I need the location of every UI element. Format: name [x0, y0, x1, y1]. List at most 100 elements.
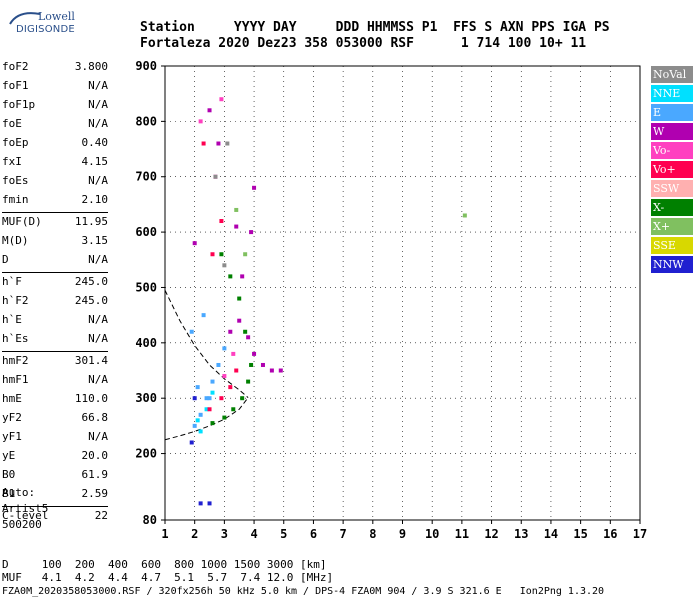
point-x	[249, 362, 254, 367]
param-row: fxI 4.15	[2, 155, 108, 174]
point-nnw	[189, 440, 194, 445]
param-separator	[2, 506, 108, 507]
point-w	[252, 185, 257, 190]
muf-row: MUF 4.1 4.2 4.4 4.7 5.1 5.7 7.4 12.0 [MH…	[2, 571, 334, 584]
point-vo	[231, 351, 236, 356]
point-e	[204, 396, 209, 401]
param-value: N/A	[88, 332, 108, 345]
x-tick-label: 5	[280, 527, 287, 541]
point-e	[189, 329, 194, 334]
auto-scaling-info: Auto: Artist5 500200	[2, 485, 48, 533]
point-e	[210, 379, 215, 384]
param-value: 4.15	[81, 155, 109, 168]
param-key: D	[2, 253, 9, 266]
param-row: hmE 110.0	[2, 392, 108, 411]
point-e	[192, 423, 197, 428]
point-w	[252, 351, 257, 356]
param-key: MUF(D)	[2, 215, 42, 228]
point-w	[240, 274, 245, 279]
param-row: B0 61.9	[2, 468, 108, 487]
point-x	[219, 252, 224, 257]
distance-row: D 100 200 400 600 800 1000 1500 3000 [km…	[2, 558, 327, 571]
point-x	[228, 274, 233, 279]
header-values: Fortaleza 2020 Dez23 358 053000 RSF 1 71…	[140, 36, 587, 51]
y-tick-label: 700	[135, 170, 157, 184]
param-value: 66.8	[81, 411, 109, 424]
y-tick-label: 400	[135, 336, 157, 350]
param-value: 301.4	[74, 354, 108, 367]
point-w	[260, 362, 265, 367]
logo-swoosh-icon	[9, 12, 41, 25]
y-tick-label: 500	[135, 280, 157, 294]
param-value: N/A	[88, 373, 108, 386]
legend-entry-w: W	[651, 123, 693, 140]
param-row: foF1p N/A	[2, 98, 108, 117]
param-key: foF2	[2, 60, 29, 73]
point-x	[246, 379, 251, 384]
param-value: 11.95	[74, 215, 108, 228]
trace-profile	[164, 290, 249, 399]
param-row: yF2 66.8	[2, 411, 108, 430]
point-w	[278, 368, 283, 373]
y-tick-label: 80	[143, 513, 157, 527]
param-key: h`F	[2, 275, 22, 288]
point-w	[216, 141, 221, 146]
point-w	[228, 329, 233, 334]
param-key: B1	[2, 487, 16, 500]
param-key: foF1	[2, 79, 29, 92]
legend-entry-nne: NNE	[651, 85, 693, 102]
param-row: foF2 3.800	[2, 60, 108, 79]
x-tick-label: 3	[221, 527, 228, 541]
param-value: 2.59	[81, 487, 109, 500]
param-key: yE	[2, 449, 16, 462]
y-tick-label: 300	[135, 391, 157, 405]
point-x	[243, 252, 248, 257]
point-noval	[225, 141, 230, 146]
point-w	[246, 335, 251, 340]
header-labels: Station YYYY DAY DDD HHMMSS P1 FFS S AXN…	[140, 20, 610, 35]
x-tick-label: 9	[399, 527, 406, 541]
param-separator	[2, 272, 108, 273]
param-value: 3.800	[74, 60, 108, 73]
param-value: 20.0	[81, 449, 109, 462]
param-value: 110.0	[74, 392, 108, 405]
param-row: D N/A	[2, 253, 108, 272]
param-key: foEp	[2, 136, 29, 149]
param-value: 22	[94, 509, 108, 522]
point-x	[210, 421, 215, 426]
x-tick-label: 17	[633, 527, 647, 541]
logo-digisonde: DIGISONDE	[16, 24, 75, 35]
point-vo	[210, 252, 215, 257]
param-key: C-level	[2, 509, 49, 522]
param-value: N/A	[88, 174, 108, 187]
param-row: h`E N/A	[2, 313, 108, 332]
param-row: C-level 22	[2, 509, 108, 528]
x-tick-label: 14	[544, 527, 558, 541]
param-value: N/A	[88, 98, 108, 111]
point-x	[240, 396, 245, 401]
param-key: fxI	[2, 155, 22, 168]
legend-entry-ssw: SSW	[651, 180, 693, 197]
param-value: N/A	[88, 79, 108, 92]
param-key: B0	[2, 468, 16, 481]
param-value: 245.0	[74, 294, 108, 307]
param-value: N/A	[88, 430, 108, 443]
point-x	[237, 296, 242, 301]
point-vo	[219, 396, 224, 401]
point-x	[234, 207, 239, 212]
param-value: 245.0	[74, 275, 108, 288]
legend-entry-vo: Vo-	[651, 142, 693, 159]
param-key: h`F2	[2, 294, 29, 307]
point-vo	[219, 219, 224, 224]
legend-entry-vo: Vo+	[651, 161, 693, 178]
point-e	[222, 346, 227, 351]
point-vo	[219, 97, 224, 102]
param-value: 0.40	[81, 136, 109, 149]
legend-entry-x: X+	[651, 218, 693, 235]
param-separator	[2, 351, 108, 352]
point-e	[207, 396, 212, 401]
param-key: foE	[2, 117, 22, 130]
param-key: yF2	[2, 411, 22, 424]
auto-version: 500200	[2, 518, 42, 531]
